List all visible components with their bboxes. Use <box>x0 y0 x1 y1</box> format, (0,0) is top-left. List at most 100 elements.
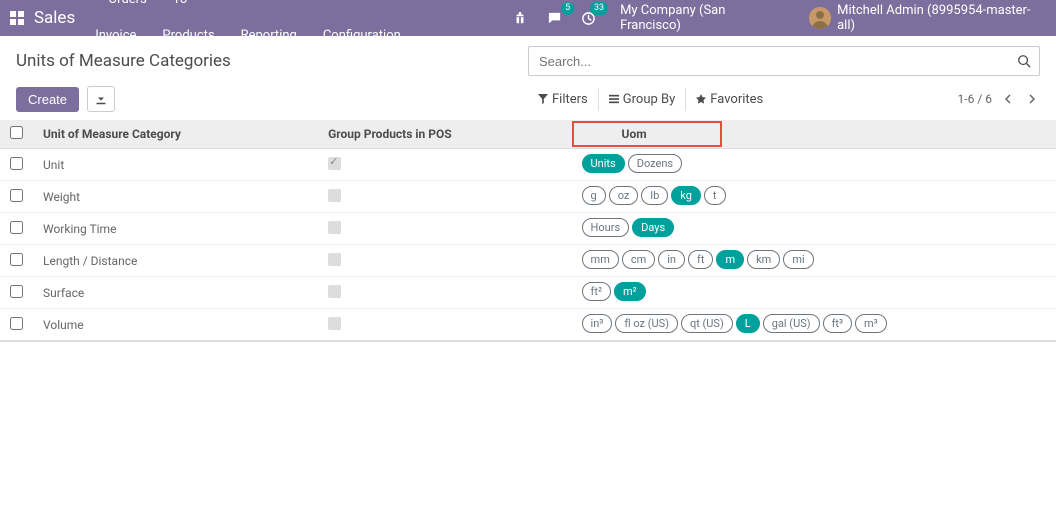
row-group-pos <box>318 149 571 181</box>
import-button[interactable] <box>87 86 115 112</box>
uom-tag[interactable]: km <box>747 250 780 269</box>
uom-tag[interactable]: m <box>716 250 744 269</box>
group-pos-checkbox[interactable] <box>328 253 341 266</box>
favorites-label: Favorites <box>710 92 763 107</box>
uom-tag[interactable]: Days <box>632 218 674 237</box>
table-header-row: Unit of Measure Category Group Products … <box>0 120 1056 149</box>
user-menu[interactable]: Mitchell Admin (8995954-master-all) <box>809 3 1048 33</box>
nav-link-configuration[interactable]: Configuration <box>310 28 414 43</box>
uom-tag[interactable]: cm <box>622 250 655 269</box>
activities-icon[interactable]: 33 <box>576 6 600 30</box>
controls-row: Create Filters Group By Favorites 1-6 / … <box>0 82 1056 120</box>
pager-prev[interactable] <box>1000 94 1016 104</box>
row-checkbox-cell <box>0 309 33 342</box>
filters-label: Filters <box>552 92 588 107</box>
page-title: Units of Measure Categories <box>16 51 528 71</box>
nav-link-products[interactable]: Products <box>149 28 227 43</box>
uom-tag[interactable]: in³ <box>582 314 613 333</box>
row-checkbox-cell <box>0 181 33 213</box>
uom-table: Unit of Measure Category Group Products … <box>0 120 1056 342</box>
row-checkbox-cell <box>0 245 33 277</box>
uom-tag[interactable]: ft <box>688 250 713 269</box>
uom-tag[interactable]: ft² <box>582 282 611 301</box>
navbar-left: Sales OrdersTo InvoiceProductsReportingC… <box>8 0 508 54</box>
group-by-button[interactable]: Group By <box>598 88 686 111</box>
table-row[interactable]: Surfaceft²m² <box>0 277 1056 309</box>
uom-tag[interactable]: m² <box>614 282 646 301</box>
nav-link-orders[interactable]: Orders <box>95 0 160 7</box>
app-title[interactable]: Sales <box>34 8 75 28</box>
company-switcher[interactable]: My Company (San Francisco) <box>610 3 799 33</box>
uom-tag[interactable]: lb <box>641 186 668 205</box>
nav-link-reporting[interactable]: Reporting <box>228 28 310 43</box>
user-label: Mitchell Admin (8995954-master-all) <box>837 3 1048 33</box>
uom-tag[interactable]: mi <box>783 250 813 269</box>
filters-button[interactable]: Filters <box>528 88 598 111</box>
row-category-name: Unit <box>33 149 318 181</box>
row-checkbox[interactable] <box>10 189 23 202</box>
select-all-checkbox[interactable] <box>10 126 23 139</box>
messages-icon[interactable]: 5 <box>542 6 566 30</box>
activities-badge: 33 <box>590 2 608 15</box>
pager-next[interactable] <box>1024 94 1040 104</box>
row-checkbox-cell <box>0 277 33 309</box>
header-uom: Uom <box>572 121 722 147</box>
uom-tag[interactable]: mm <box>582 250 619 269</box>
row-checkbox[interactable] <box>10 317 23 330</box>
table-row[interactable]: Length / Distance mmcminftmkmmi <box>0 245 1056 277</box>
table-row[interactable]: Unit UnitsDozens <box>0 149 1056 181</box>
uom-tag[interactable]: t <box>704 186 726 205</box>
uom-tag[interactable]: Units <box>582 154 625 173</box>
row-checkbox-cell <box>0 149 33 181</box>
row-uom-tags: HoursDays <box>572 213 1056 245</box>
row-group-pos <box>318 213 571 245</box>
uom-tag[interactable]: m³ <box>855 314 887 333</box>
uom-tag[interactable]: fl oz (US) <box>615 314 678 333</box>
group-pos-checkbox[interactable] <box>328 285 341 298</box>
row-group-pos <box>318 181 571 213</box>
messages-badge: 5 <box>561 2 574 15</box>
gift-icon[interactable] <box>508 6 532 30</box>
row-group-pos <box>318 277 571 309</box>
row-checkbox[interactable] <box>10 285 23 298</box>
row-checkbox[interactable] <box>10 221 23 234</box>
header-category[interactable]: Unit of Measure Category <box>33 120 318 149</box>
uom-tag[interactable]: kg <box>671 186 701 205</box>
uom-tag[interactable]: ft³ <box>823 314 852 333</box>
uom-tag[interactable]: qt (US) <box>681 314 733 333</box>
table-row[interactable]: Working Time HoursDays <box>0 213 1056 245</box>
list-icon <box>609 94 619 104</box>
group-pos-checkbox[interactable] <box>328 157 341 170</box>
table-row[interactable]: Volumein³fl oz (US)qt (US)Lgal (US)ft³m³ <box>0 309 1056 342</box>
table-row[interactable]: Weightgozlbkgt <box>0 181 1056 213</box>
row-group-pos <box>318 245 571 277</box>
uom-tag[interactable]: gal (US) <box>763 314 820 333</box>
search-wrap <box>528 46 1040 76</box>
search-icon[interactable] <box>1009 54 1039 68</box>
group-pos-checkbox[interactable] <box>328 317 341 330</box>
navbar-right: 5 33 My Company (San Francisco) Mitchell… <box>508 3 1048 33</box>
row-checkbox[interactable] <box>10 157 23 170</box>
uom-tag[interactable]: oz <box>609 186 639 205</box>
star-icon <box>696 94 706 104</box>
row-uom-tags: UnitsDozens <box>572 149 1056 181</box>
nav-links: OrdersTo InvoiceProductsReportingConfigu… <box>95 0 508 54</box>
row-uom-tags: in³fl oz (US)qt (US)Lgal (US)ft³m³ <box>572 309 1056 342</box>
group-pos-checkbox[interactable] <box>328 221 341 234</box>
row-category-name: Length / Distance <box>33 245 318 277</box>
row-category-name: Working Time <box>33 213 318 245</box>
uom-tag[interactable]: Hours <box>582 218 630 237</box>
favorites-button[interactable]: Favorites <box>685 88 773 111</box>
avatar-icon <box>809 7 831 29</box>
header-group-pos[interactable]: Group Products in POS <box>318 120 571 149</box>
uom-tag[interactable]: in <box>658 250 685 269</box>
uom-tag[interactable]: g <box>582 186 606 205</box>
uom-tag[interactable]: Dozens <box>628 154 682 173</box>
search-input[interactable] <box>529 54 1009 69</box>
uom-tag[interactable]: L <box>736 314 760 333</box>
header-uom-cell[interactable]: Uom <box>572 120 1056 149</box>
create-button[interactable]: Create <box>16 87 79 112</box>
apps-icon[interactable] <box>8 9 26 27</box>
group-pos-checkbox[interactable] <box>328 189 341 202</box>
row-checkbox[interactable] <box>10 253 23 266</box>
